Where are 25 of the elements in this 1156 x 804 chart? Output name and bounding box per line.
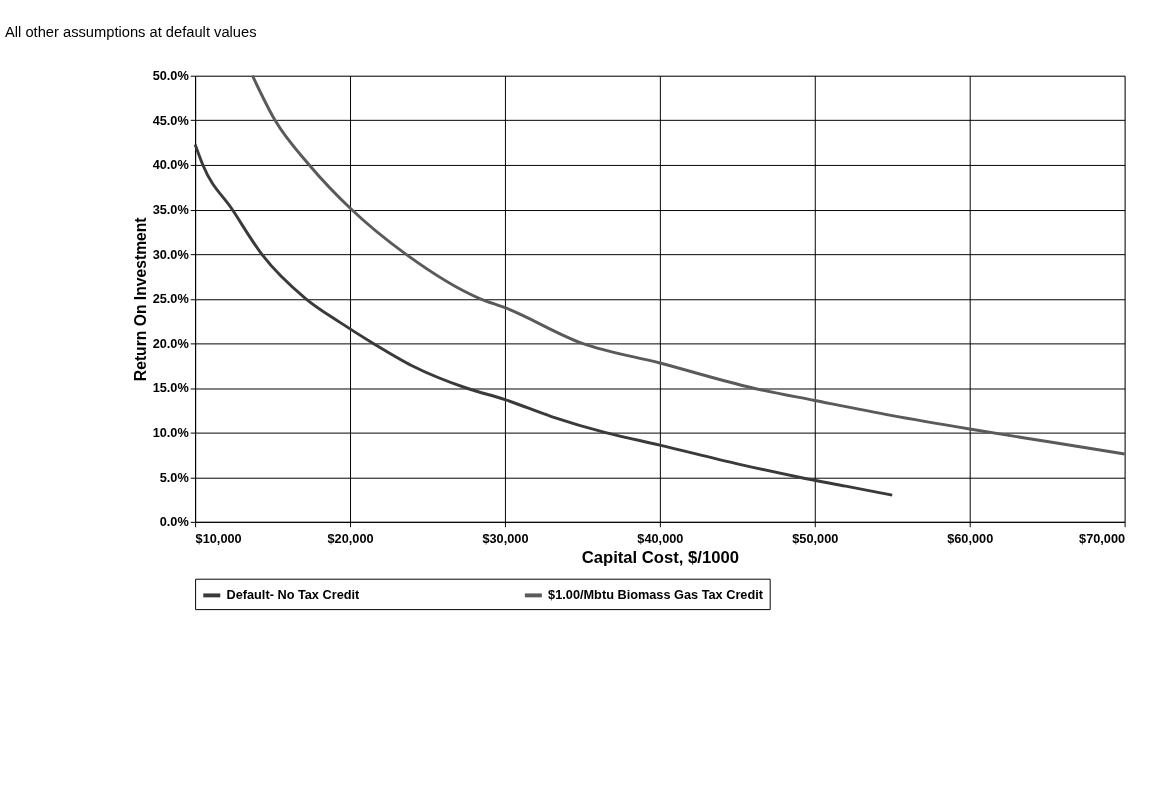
y-tick-label: 10.0% [152,425,189,441]
y-tick-label: 25.0% [152,291,189,307]
y-axis-title: Return On Investment [131,216,149,382]
x-axis-title: Capital Cost, $/1000 [581,547,740,567]
y-tick-label: 0.0% [159,514,189,530]
x-tick-label: $20,000 [327,530,374,546]
chart-title: All other assumptions at default values [5,24,257,41]
line-series [250,74,1127,456]
x-tick-label: $30,000 [482,530,529,546]
y-tick-label: 5.0% [159,469,189,485]
y-tick-label: 45.0% [152,112,189,128]
y-tick-label: 30.0% [152,246,189,262]
y-tick-label: 50.0% [152,68,189,84]
y-tick-label: 40.0% [152,157,189,173]
y-tick-label: 35.0% [152,201,189,217]
y-tick-label: 20.0% [152,335,189,351]
x-tick-label: $10,000 [195,530,242,546]
legend-label: Default- No Tax Credit [226,587,361,603]
x-tick-label: $60,000 [947,530,994,546]
legend-label: $1.00/Mbtu Biomass Gas Tax Credit [548,587,764,603]
x-tick-label: $40,000 [637,530,684,546]
x-tick-label: $70,000 [1079,530,1126,546]
line-series [193,142,894,497]
x-tick-label: $50,000 [792,530,839,546]
y-tick-label: 15.0% [152,380,189,396]
